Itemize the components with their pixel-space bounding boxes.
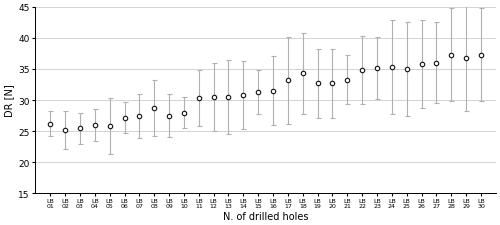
X-axis label: N. of drilled holes: N. of drilled holes xyxy=(223,211,308,221)
Y-axis label: DR [N]: DR [N] xyxy=(4,84,14,117)
